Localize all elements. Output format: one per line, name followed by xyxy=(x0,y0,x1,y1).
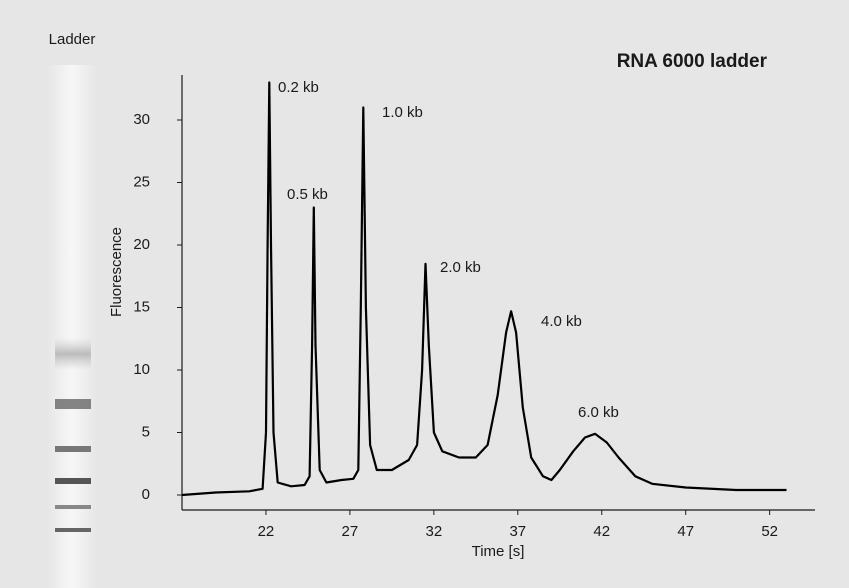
gel-band xyxy=(55,505,91,509)
gel-band xyxy=(55,528,91,532)
y-tick-label: 20 xyxy=(133,236,150,253)
x-axis-label: Time [s] xyxy=(472,543,525,560)
x-tick-label: 52 xyxy=(761,523,778,540)
y-axis-label: Fluorescence xyxy=(108,227,125,317)
chart-title: RNA 6000 ladder xyxy=(617,51,768,72)
peak-label: 4.0 kb xyxy=(541,313,582,330)
x-tick-label: 27 xyxy=(342,523,359,540)
chart: Ladder RNA 6000 ladder Time [s] Fluoresc… xyxy=(0,0,849,588)
gel-band xyxy=(55,446,91,452)
y-tick-label: 5 xyxy=(142,423,150,440)
lane-label: Ladder xyxy=(49,31,96,48)
peak-label: 0.5 kb xyxy=(287,186,328,203)
gel-band xyxy=(55,338,91,370)
x-tick-label: 32 xyxy=(426,523,443,540)
x-tick-label: 22 xyxy=(258,523,275,540)
x-tick-label: 37 xyxy=(509,523,526,540)
peak-label: 2.0 kb xyxy=(440,259,481,276)
gel-band xyxy=(55,478,91,484)
y-tick-label: 25 xyxy=(133,173,150,190)
peak-label: 6.0 kb xyxy=(578,404,619,421)
y-tick-label: 30 xyxy=(133,111,150,128)
gel-band xyxy=(55,399,91,409)
x-tick-label: 42 xyxy=(593,523,610,540)
peak-label: 0.2 kb xyxy=(278,79,319,96)
x-tick-label: 47 xyxy=(677,523,694,540)
y-tick-label: 10 xyxy=(133,361,150,378)
y-tick-label: 15 xyxy=(133,298,150,315)
gel-lane xyxy=(47,65,97,588)
peak-label: 1.0 kb xyxy=(382,104,423,121)
y-tick-label: 0 xyxy=(142,486,150,503)
lane xyxy=(47,65,97,588)
